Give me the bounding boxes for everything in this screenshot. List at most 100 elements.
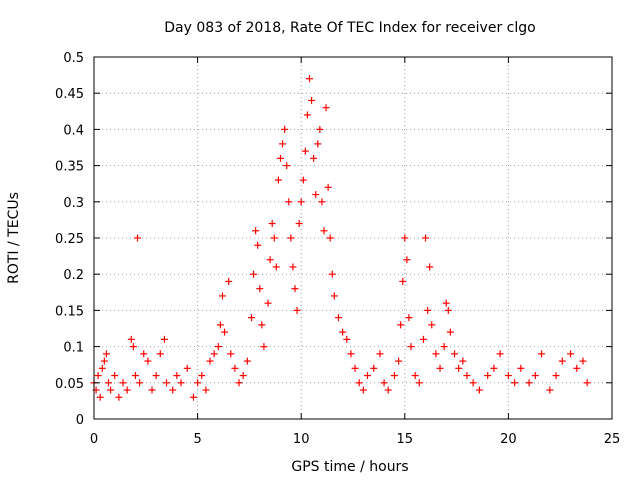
data-point-marker <box>239 372 247 380</box>
data-point-marker <box>324 183 332 191</box>
data-point-marker <box>231 364 239 372</box>
data-point-marker <box>310 154 318 162</box>
y-axis-label: ROTI / TECUs <box>6 192 22 284</box>
data-point-marker <box>415 379 423 387</box>
data-point-marker <box>177 379 185 387</box>
data-point-marker <box>370 364 378 372</box>
data-point-marker <box>289 263 297 271</box>
data-point-marker <box>419 335 427 343</box>
data-point-marker <box>225 277 233 285</box>
y-tick-label: 0.3 <box>63 196 84 211</box>
data-point-marker <box>517 364 525 372</box>
y-axis-ticks: 0 0.05 0.1 0.15 0.2 0.25 0.3 0.35 0.4 0.45 0.5 <box>55 51 612 428</box>
data-point-marker <box>274 176 282 184</box>
data-point-marker <box>531 372 539 380</box>
data-point-marker <box>144 357 152 365</box>
data-point-marker <box>243 357 251 365</box>
data-point-marker <box>295 220 303 228</box>
data-point-marker <box>343 335 351 343</box>
data-point-marker <box>305 75 313 83</box>
data-point-marker <box>397 321 405 329</box>
data-point-marker <box>399 277 407 285</box>
data-point-marker <box>152 372 160 380</box>
data-point-marker <box>334 314 342 322</box>
data-point-marker <box>440 343 448 351</box>
data-point-marker <box>216 321 224 329</box>
data-point-marker <box>221 328 229 336</box>
data-point-marker <box>446 328 454 336</box>
data-point-marker <box>119 379 127 387</box>
data-point-marker <box>552 372 560 380</box>
data-point-marker <box>558 357 566 365</box>
data-point-marker <box>235 379 243 387</box>
y-tick-label: 0.35 <box>55 160 84 175</box>
data-point-marker <box>546 386 554 394</box>
data-point-marker <box>202 386 210 394</box>
data-point-marker <box>314 140 322 148</box>
data-point-marker <box>268 220 276 228</box>
data-point-marker <box>322 104 330 112</box>
data-point-marker <box>424 306 432 314</box>
data-point-marker <box>293 306 301 314</box>
data-point-marker <box>401 234 409 242</box>
data-point-marker <box>484 372 492 380</box>
data-point-marker <box>210 350 218 358</box>
data-point-marker <box>198 372 206 380</box>
data-point-marker <box>451 350 459 358</box>
data-point-marker <box>320 227 328 235</box>
data-point-marker <box>511 379 519 387</box>
data-point-marker <box>390 372 398 380</box>
x-tick-label: 5 <box>193 432 201 447</box>
data-point-marker <box>384 386 392 394</box>
data-point-marker <box>183 364 191 372</box>
data-point-marker <box>287 234 295 242</box>
data-point-marker <box>376 350 384 358</box>
data-point-marker <box>107 386 115 394</box>
data-point-marker <box>567 350 575 358</box>
x-tick-label: 25 <box>604 432 621 447</box>
grid-lines <box>94 57 612 419</box>
data-point-marker <box>359 386 367 394</box>
data-point-marker <box>264 299 272 307</box>
data-point-marker <box>297 198 305 206</box>
data-point-marker <box>272 263 280 271</box>
data-point-marker <box>189 393 197 401</box>
data-point-marker <box>140 350 148 358</box>
y-tick-label: 0.45 <box>55 87 84 102</box>
x-tick-label: 20 <box>500 432 517 447</box>
data-point-marker <box>129 343 137 351</box>
data-point-marker <box>131 372 139 380</box>
data-point-marker <box>291 285 299 293</box>
data-point-marker <box>422 234 430 242</box>
x-tick-label: 15 <box>397 432 414 447</box>
data-point-marker <box>100 357 108 365</box>
data-point-marker <box>252 227 260 235</box>
data-point-marker <box>455 364 463 372</box>
data-point-marker <box>285 198 293 206</box>
data-point-marker <box>173 372 181 380</box>
data-point-marker <box>279 140 287 148</box>
y-tick-label: 0.1 <box>63 341 84 356</box>
data-point-marker <box>111 372 119 380</box>
data-point-marker <box>405 314 413 322</box>
data-point-marker <box>98 364 106 372</box>
data-point-marker <box>459 357 467 365</box>
y-tick-label: 0.25 <box>55 232 84 247</box>
data-point-marker <box>504 372 512 380</box>
data-point-marker <box>260 343 268 351</box>
data-point-marker <box>436 364 444 372</box>
data-point-marker <box>160 335 168 343</box>
data-point-marker <box>276 154 284 162</box>
x-tick-label: 10 <box>293 432 310 447</box>
data-point-marker <box>247 314 255 322</box>
data-point-marker <box>308 96 316 104</box>
data-point-marker <box>299 176 307 184</box>
data-point-marker <box>432 350 440 358</box>
data-point-marker <box>428 321 436 329</box>
data-point-marker <box>579 357 587 365</box>
data-point-marker <box>339 328 347 336</box>
chart-title: Day 083 of 2018, Rate Of TEC Index for r… <box>164 20 535 36</box>
data-point-marker <box>250 270 258 278</box>
y-tick-label: 0.2 <box>63 268 84 283</box>
x-axis-ticks: 0 5 10 15 20 25 <box>90 57 620 447</box>
